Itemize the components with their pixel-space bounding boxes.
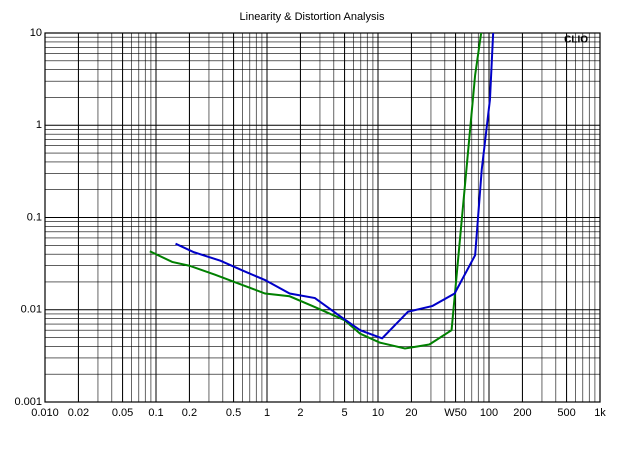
x-tick-label: 5 — [342, 407, 348, 419]
chart-title: Linearity & Distortion Analysis — [240, 11, 385, 23]
series-line — [175, 33, 495, 340]
annotation: CLIO — [564, 35, 588, 46]
x-tick-label: 0.010 — [31, 407, 59, 419]
y-tick-label: 0.001 — [14, 396, 42, 408]
x-tick-label: 0.1 — [148, 407, 163, 419]
x-tick-label: 1 — [264, 407, 270, 419]
x-tick-label: 2 — [297, 407, 303, 419]
x-tick-label: 1k — [594, 407, 606, 419]
x-tick-label: 0.2 — [182, 407, 197, 419]
y-tick-label: 0.1 — [27, 211, 42, 223]
x-tick-label: 0.02 — [68, 407, 89, 419]
x-tick-label: 100 — [480, 407, 498, 419]
y-tick-label: 0.01 — [21, 304, 42, 316]
x-tick-label: 200 — [513, 407, 531, 419]
x-tick-label: 0.05 — [112, 407, 133, 419]
y-tick-label: 10 — [30, 27, 42, 39]
plot-frame — [44, 32, 601, 403]
series-line — [149, 33, 483, 350]
x-tick-label: 10 — [372, 407, 384, 419]
x-tick-label: W50 — [444, 407, 467, 419]
x-tick-label: 0.5 — [226, 407, 241, 419]
x-tick-label: 500 — [557, 407, 575, 419]
x-tick-label: 20 — [405, 407, 417, 419]
y-tick-label: 1 — [36, 119, 42, 131]
